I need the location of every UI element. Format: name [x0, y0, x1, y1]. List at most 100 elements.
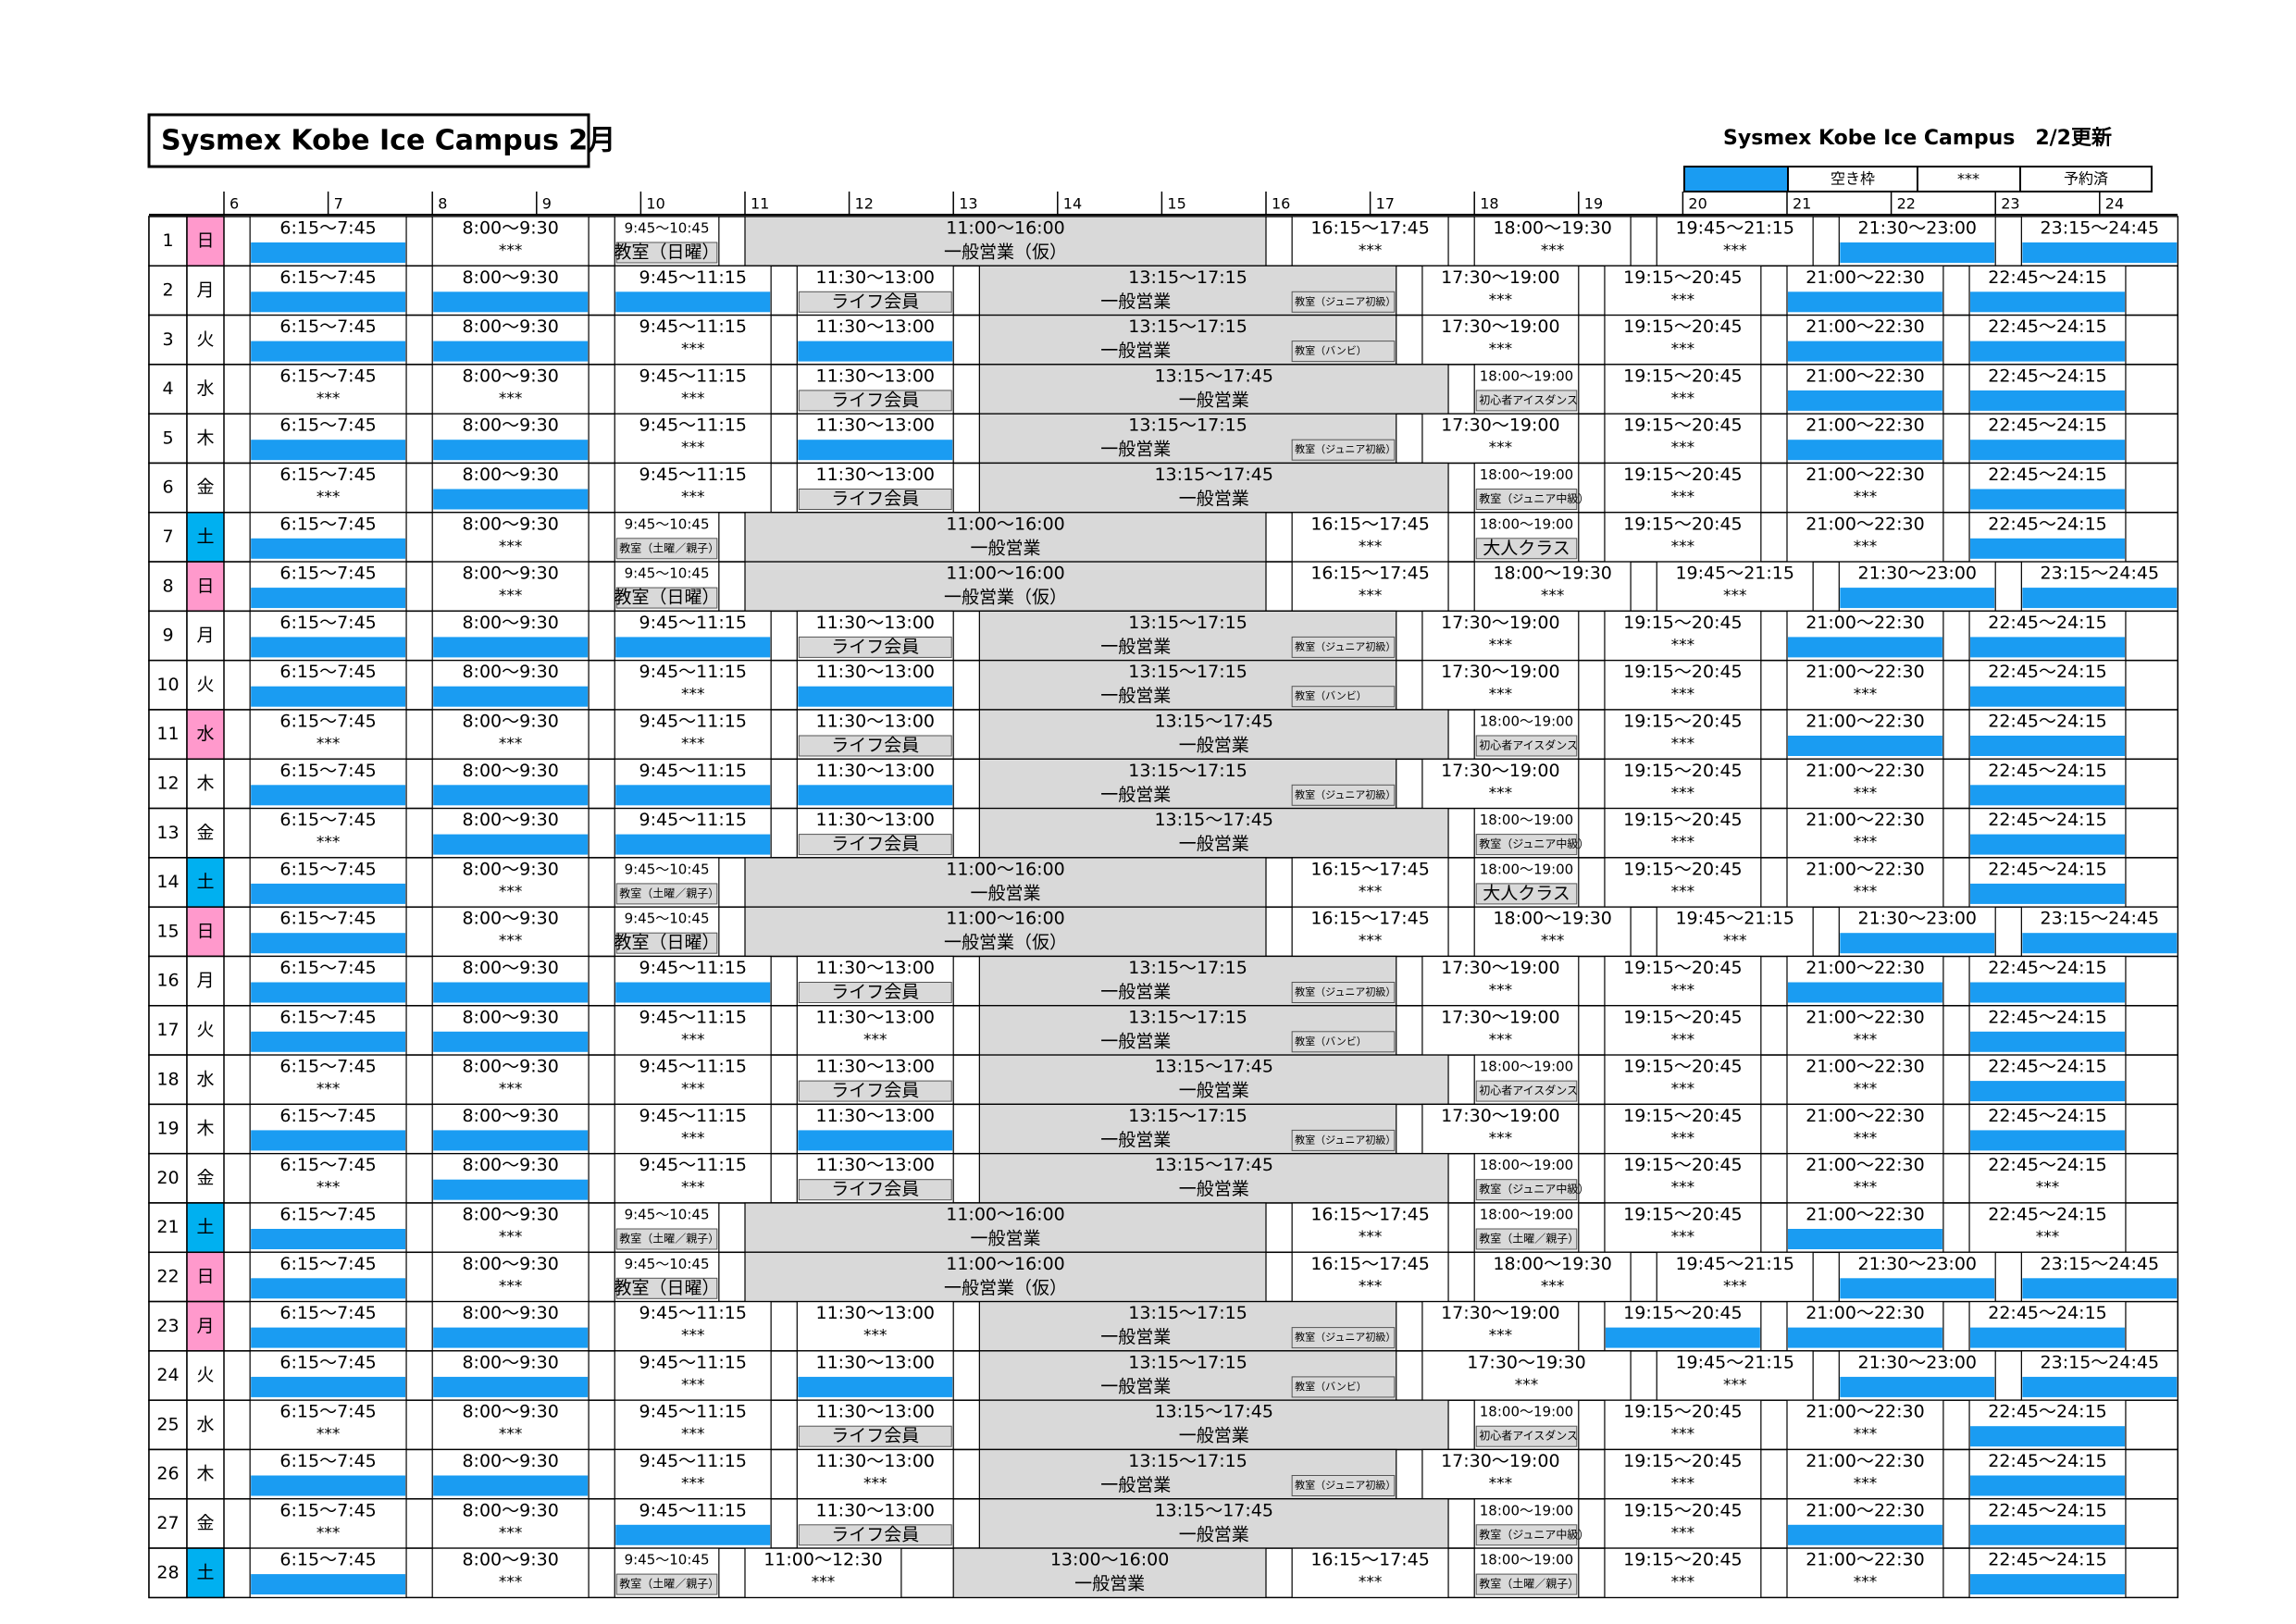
open-slot-bar: [1970, 736, 2125, 756]
slot-label: 教室（ジュニア中級）: [1479, 837, 1589, 850]
lesson-sub-label: 教室（バンビ）: [1295, 345, 1367, 357]
slot-time: 8:00～9:30: [462, 909, 558, 929]
slot-cell: [1604, 807, 1762, 859]
slot-time: 22:45～24:15: [1988, 1402, 2107, 1422]
slot-time: 9:45～10:45: [625, 911, 710, 927]
slot-time: 8:00～9:30: [462, 465, 558, 485]
general-session-label: 一般営業: [1179, 1081, 1249, 1101]
slot-cell: [614, 1350, 772, 1401]
weekday-cell: [186, 1054, 225, 1106]
day-number: 14: [156, 872, 179, 892]
slot-time: 21:00～22:30: [1806, 1155, 1925, 1175]
legend-reserved-label: 予約済: [2064, 170, 2108, 188]
slot-time: 13:15～17:45: [1154, 1057, 1273, 1077]
open-slot-bar: [1788, 390, 1942, 411]
slot-time: 22:45～24:15: [1988, 1205, 2107, 1225]
slot-time: 11:30～13:00: [815, 1402, 935, 1422]
slot-time: 11:00～16:00: [946, 564, 1065, 584]
general-session-block: [978, 1498, 1449, 1549]
reserved-mark: ***: [1723, 242, 1747, 260]
slot-time: 19:15～20:45: [1623, 1106, 1743, 1126]
slot-time: 21:00～22:30: [1806, 1550, 1925, 1570]
slot-time: 8:00～9:30: [462, 1303, 558, 1323]
slot-time: 8:00～9:30: [462, 761, 558, 781]
slot-time: 13:15～17:15: [1128, 267, 1247, 288]
slot-time: 6:15～7:45: [279, 1352, 376, 1372]
reserved-mark: ***: [1854, 834, 1878, 852]
open-slot-bar: [1788, 1327, 1942, 1348]
slot-label: 教室（日曜）: [614, 933, 720, 953]
reserved-mark: ***: [316, 1425, 341, 1444]
open-slot-bar: [433, 1130, 589, 1151]
slot-time: 13:15～17:15: [1128, 761, 1247, 781]
open-slot-bar: [615, 291, 771, 313]
day-number: 7: [162, 527, 173, 547]
slot-time: 6:15～7:45: [279, 1254, 376, 1274]
open-slot-bar: [251, 1327, 406, 1348]
open-slot-bar: [1970, 834, 2125, 855]
slot-time: 9:45～11:15: [639, 1155, 746, 1175]
slot-time: 21:00～22:30: [1806, 958, 1925, 978]
general-session-label: 一般営業（仮）: [944, 242, 1067, 263]
slot-label: ライフ会員: [831, 982, 919, 1002]
reserved-mark: ***: [1671, 439, 1695, 457]
open-slot-bar: [798, 686, 953, 707]
reserved-mark: ***: [1359, 932, 1383, 950]
slot-time: 22:45～24:15: [1988, 613, 2107, 633]
slot-time: 8:00～9:30: [462, 1550, 558, 1570]
reserved-mark: ***: [316, 1080, 341, 1098]
legend: 空き枠 *** 予約済: [1683, 166, 2153, 192]
lesson-sub-box: [1291, 636, 1396, 658]
open-slot-bar: [1970, 637, 2125, 658]
reserved-mark: ***: [316, 735, 341, 753]
weekday-cell: [186, 413, 225, 465]
open-slot-bar: [1840, 588, 1995, 609]
slot-time: 9:45～10:45: [625, 1207, 710, 1223]
open-slot-bar: [251, 1574, 406, 1595]
open-slot-bar: [1970, 489, 2125, 510]
slot-cell: [431, 709, 590, 760]
legend-cell: [2019, 166, 2153, 192]
lesson-sub-label: 教室（バンビ）: [1295, 1381, 1367, 1393]
slot-label-box: [798, 489, 952, 510]
slot-time: 19:15～20:45: [1623, 366, 1743, 386]
slot-label: 大人クラス: [1483, 883, 1570, 903]
open-slot-bar: [1970, 785, 2125, 806]
open-slot-bar: [251, 933, 406, 954]
open-slot-bar: [1788, 637, 1942, 658]
slot-time: 9:45～11:15: [639, 415, 746, 436]
slot-time: 18:00～19:00: [1480, 515, 1573, 532]
slot-time: 21:30～23:00: [1857, 1254, 1977, 1274]
slot-label-box: [1475, 1524, 1578, 1546]
lesson-sub-box: [1291, 686, 1396, 708]
slot-time: 6:15～7:45: [279, 267, 376, 288]
open-slot-bar: [1788, 1524, 1942, 1545]
slot-time: 19:15～20:45: [1623, 1057, 1743, 1077]
slot-cell: [249, 1153, 407, 1204]
slot-time: 9:45～11:15: [639, 1057, 746, 1077]
slot-time: 9:45～11:15: [639, 465, 746, 485]
day-cell: [148, 906, 188, 958]
slot-time: 21:00～22:30: [1806, 859, 1925, 879]
slot-time: 17:30～19:00: [1441, 415, 1560, 436]
weekday-cell: [186, 955, 225, 1007]
slot-time: 11:00～16:00: [946, 1254, 1065, 1274]
slot-time: 22:45～24:15: [1988, 712, 2107, 732]
slot-time: 6:15～7:45: [279, 1057, 376, 1077]
slot-time: 22:45～24:15: [1988, 1550, 2107, 1570]
slot-time: 19:15～20:45: [1623, 267, 1743, 288]
slot-time: 13:00～16:00: [1050, 1550, 1170, 1570]
hour-label: 6: [230, 195, 239, 213]
slot-time: 22:45～24:15: [1988, 662, 2107, 682]
weekday: 火: [196, 675, 214, 695]
slot-time: 19:15～20:45: [1623, 1155, 1743, 1175]
weekday: 月: [196, 971, 214, 991]
weekday-cell: [186, 1547, 225, 1599]
day-cell: [148, 1350, 188, 1401]
slot-label: ライフ会員: [831, 489, 919, 509]
slot-time: 8:00～9:30: [462, 218, 558, 239]
lesson-sub-box: [1291, 1129, 1396, 1151]
slot-time: 17:30～19:00: [1441, 662, 1560, 682]
reserved-mark: ***: [1671, 636, 1695, 654]
slot-time: 18:00～19:00: [1480, 367, 1573, 384]
